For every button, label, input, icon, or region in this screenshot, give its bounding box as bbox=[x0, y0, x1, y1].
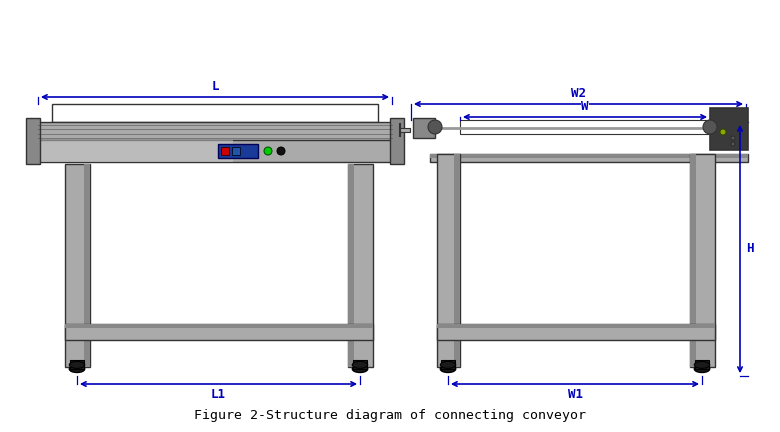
Bar bbox=[221, 147, 229, 155]
Bar bbox=[65, 324, 373, 328]
Text: W1: W1 bbox=[568, 388, 583, 401]
Bar bbox=[437, 154, 460, 367]
Bar bbox=[441, 360, 455, 369]
Bar bbox=[218, 144, 258, 158]
Circle shape bbox=[428, 120, 442, 134]
Bar bbox=[690, 154, 715, 367]
Bar bbox=[348, 164, 354, 367]
Text: W: W bbox=[581, 100, 589, 113]
Text: W2: W2 bbox=[571, 87, 586, 100]
Ellipse shape bbox=[353, 362, 367, 368]
Bar bbox=[70, 360, 84, 369]
Bar bbox=[353, 360, 367, 369]
Bar bbox=[400, 128, 410, 132]
Text: H: H bbox=[746, 242, 753, 255]
Bar bbox=[413, 118, 435, 138]
Ellipse shape bbox=[69, 362, 85, 368]
Bar bbox=[437, 324, 715, 340]
Ellipse shape bbox=[440, 365, 456, 372]
Ellipse shape bbox=[69, 365, 85, 372]
Circle shape bbox=[731, 142, 735, 146]
Circle shape bbox=[277, 147, 285, 155]
Bar bbox=[430, 154, 748, 158]
Circle shape bbox=[731, 136, 735, 140]
Bar bbox=[710, 108, 748, 150]
Bar bbox=[690, 154, 696, 367]
Ellipse shape bbox=[353, 365, 367, 372]
Ellipse shape bbox=[694, 362, 710, 368]
Bar bbox=[38, 140, 392, 162]
Ellipse shape bbox=[694, 365, 710, 372]
Bar bbox=[232, 147, 240, 155]
Circle shape bbox=[264, 147, 272, 155]
Ellipse shape bbox=[440, 362, 456, 368]
Bar bbox=[460, 120, 710, 134]
Bar bbox=[695, 360, 709, 369]
Bar bbox=[348, 164, 373, 367]
Bar bbox=[390, 118, 404, 164]
Bar bbox=[84, 164, 90, 367]
Bar bbox=[430, 154, 748, 162]
Bar bbox=[52, 104, 378, 122]
Text: Figure 2-Structure diagram of connecting conveyor: Figure 2-Structure diagram of connecting… bbox=[194, 409, 586, 422]
Bar bbox=[454, 154, 460, 367]
Text: L: L bbox=[211, 80, 218, 93]
Text: L1: L1 bbox=[211, 388, 226, 401]
Bar bbox=[38, 122, 392, 142]
Circle shape bbox=[720, 129, 726, 135]
Bar bbox=[26, 118, 40, 164]
Bar bbox=[437, 324, 715, 328]
Bar bbox=[65, 164, 90, 367]
Bar bbox=[65, 324, 373, 340]
Circle shape bbox=[703, 120, 717, 134]
Bar bbox=[38, 140, 232, 162]
